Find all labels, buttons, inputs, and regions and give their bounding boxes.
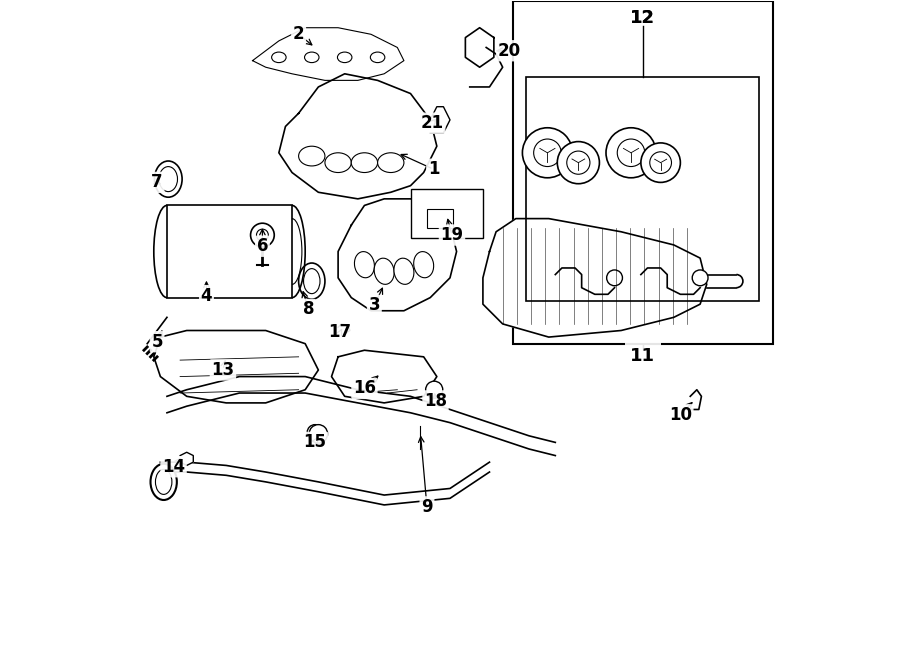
Circle shape — [309, 424, 328, 443]
Ellipse shape — [150, 464, 176, 500]
Text: 7: 7 — [151, 173, 163, 192]
Circle shape — [617, 139, 644, 167]
Text: 16: 16 — [353, 379, 376, 397]
Circle shape — [250, 223, 274, 247]
Circle shape — [650, 152, 671, 174]
Ellipse shape — [414, 252, 434, 278]
Ellipse shape — [355, 252, 374, 278]
Ellipse shape — [155, 161, 182, 197]
Ellipse shape — [374, 258, 394, 284]
Text: 21: 21 — [420, 114, 444, 132]
Text: 20: 20 — [498, 42, 521, 59]
Ellipse shape — [159, 167, 177, 192]
Circle shape — [557, 141, 599, 184]
Text: 6: 6 — [256, 237, 268, 255]
Text: 3: 3 — [368, 297, 380, 315]
Bar — [167, 206, 292, 297]
Circle shape — [534, 139, 562, 167]
Text: 5: 5 — [151, 332, 163, 351]
Polygon shape — [690, 390, 701, 409]
Text: 8: 8 — [302, 301, 314, 319]
Circle shape — [522, 128, 572, 178]
Ellipse shape — [272, 52, 286, 63]
Bar — [526, 77, 760, 301]
Text: 14: 14 — [162, 458, 185, 476]
Ellipse shape — [378, 153, 404, 173]
Text: 10: 10 — [669, 406, 692, 424]
Ellipse shape — [371, 52, 385, 63]
Text: 2: 2 — [292, 25, 304, 44]
Text: 11: 11 — [630, 346, 655, 364]
Polygon shape — [430, 106, 450, 133]
Polygon shape — [465, 28, 494, 67]
Circle shape — [607, 270, 623, 286]
Polygon shape — [338, 324, 350, 334]
Ellipse shape — [338, 52, 352, 63]
Circle shape — [567, 151, 590, 175]
Circle shape — [307, 424, 323, 440]
Text: 15: 15 — [303, 434, 327, 451]
Ellipse shape — [299, 146, 325, 166]
Text: 19: 19 — [440, 226, 464, 244]
Bar — [427, 209, 454, 229]
Polygon shape — [483, 219, 706, 337]
Ellipse shape — [351, 153, 378, 173]
Text: 1: 1 — [428, 160, 439, 178]
Text: 9: 9 — [421, 498, 433, 516]
Circle shape — [256, 229, 268, 241]
Bar — [512, 1, 772, 344]
Circle shape — [426, 381, 443, 399]
Bar — [410, 189, 483, 239]
Text: 11: 11 — [630, 346, 655, 364]
Ellipse shape — [325, 153, 351, 173]
Circle shape — [641, 143, 680, 182]
Ellipse shape — [304, 52, 319, 63]
Ellipse shape — [394, 258, 414, 284]
Ellipse shape — [156, 469, 172, 494]
Polygon shape — [180, 452, 194, 465]
Text: 13: 13 — [212, 361, 235, 379]
Ellipse shape — [299, 263, 325, 299]
Text: 12: 12 — [630, 9, 655, 27]
Text: 4: 4 — [201, 287, 212, 305]
Ellipse shape — [303, 268, 320, 293]
Text: 18: 18 — [424, 392, 447, 410]
Circle shape — [606, 128, 656, 178]
Text: 12: 12 — [630, 9, 655, 27]
Circle shape — [692, 270, 708, 286]
Text: 17: 17 — [328, 323, 352, 342]
